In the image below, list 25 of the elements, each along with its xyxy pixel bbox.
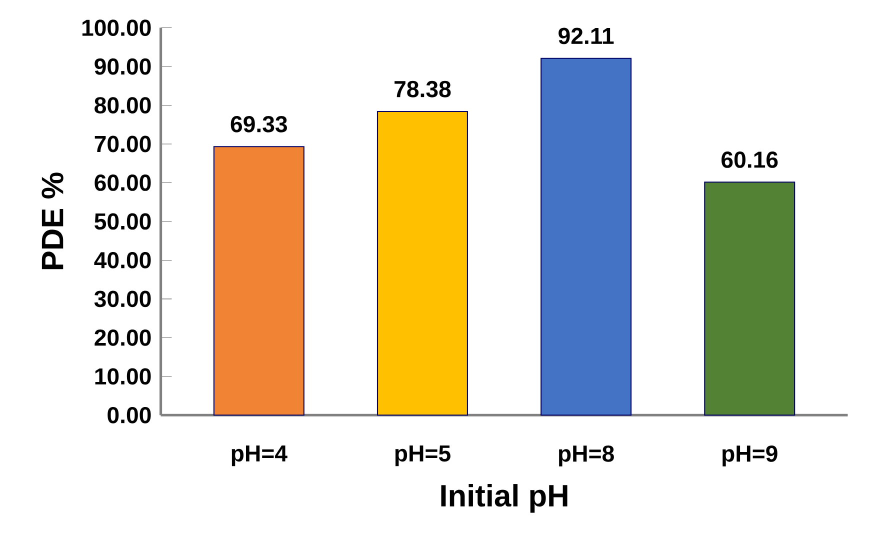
x-tick-label: pH=8 [559,445,614,466]
y-tick-label: 60.00 [94,174,151,191]
bar [213,146,304,416]
data-label: 78.38 [394,80,451,98]
y-tick-label: 100.00 [82,20,151,36]
y-tick-label: 10.00 [95,368,151,385]
x-tick-label: pH=4 [232,445,288,466]
data-label: 92.11 [558,28,614,44]
y-tick-label: 90.00 [94,58,151,75]
data-label: 69.33 [230,116,287,132]
y-tick-label: 50.00 [94,213,151,230]
x-tick-label: pH=5 [395,445,450,466]
y-tick-label: 30.00 [94,290,151,308]
bar [540,58,632,416]
bar [704,182,796,416]
x-tick-label: pH=9 [722,445,778,466]
y-tick-label: 40.00 [94,252,151,268]
y-tick-label: 20.00 [94,329,151,346]
y-axis-title: PDE % [42,172,64,270]
y-tick-label: 80.00 [94,97,151,114]
y-tick-label: 70.00 [94,136,151,152]
x-axis-title: Initial pH [441,484,568,513]
data-label: 60.16 [722,152,778,168]
bar [376,111,468,416]
y-tick-label: 0.00 [108,406,151,424]
